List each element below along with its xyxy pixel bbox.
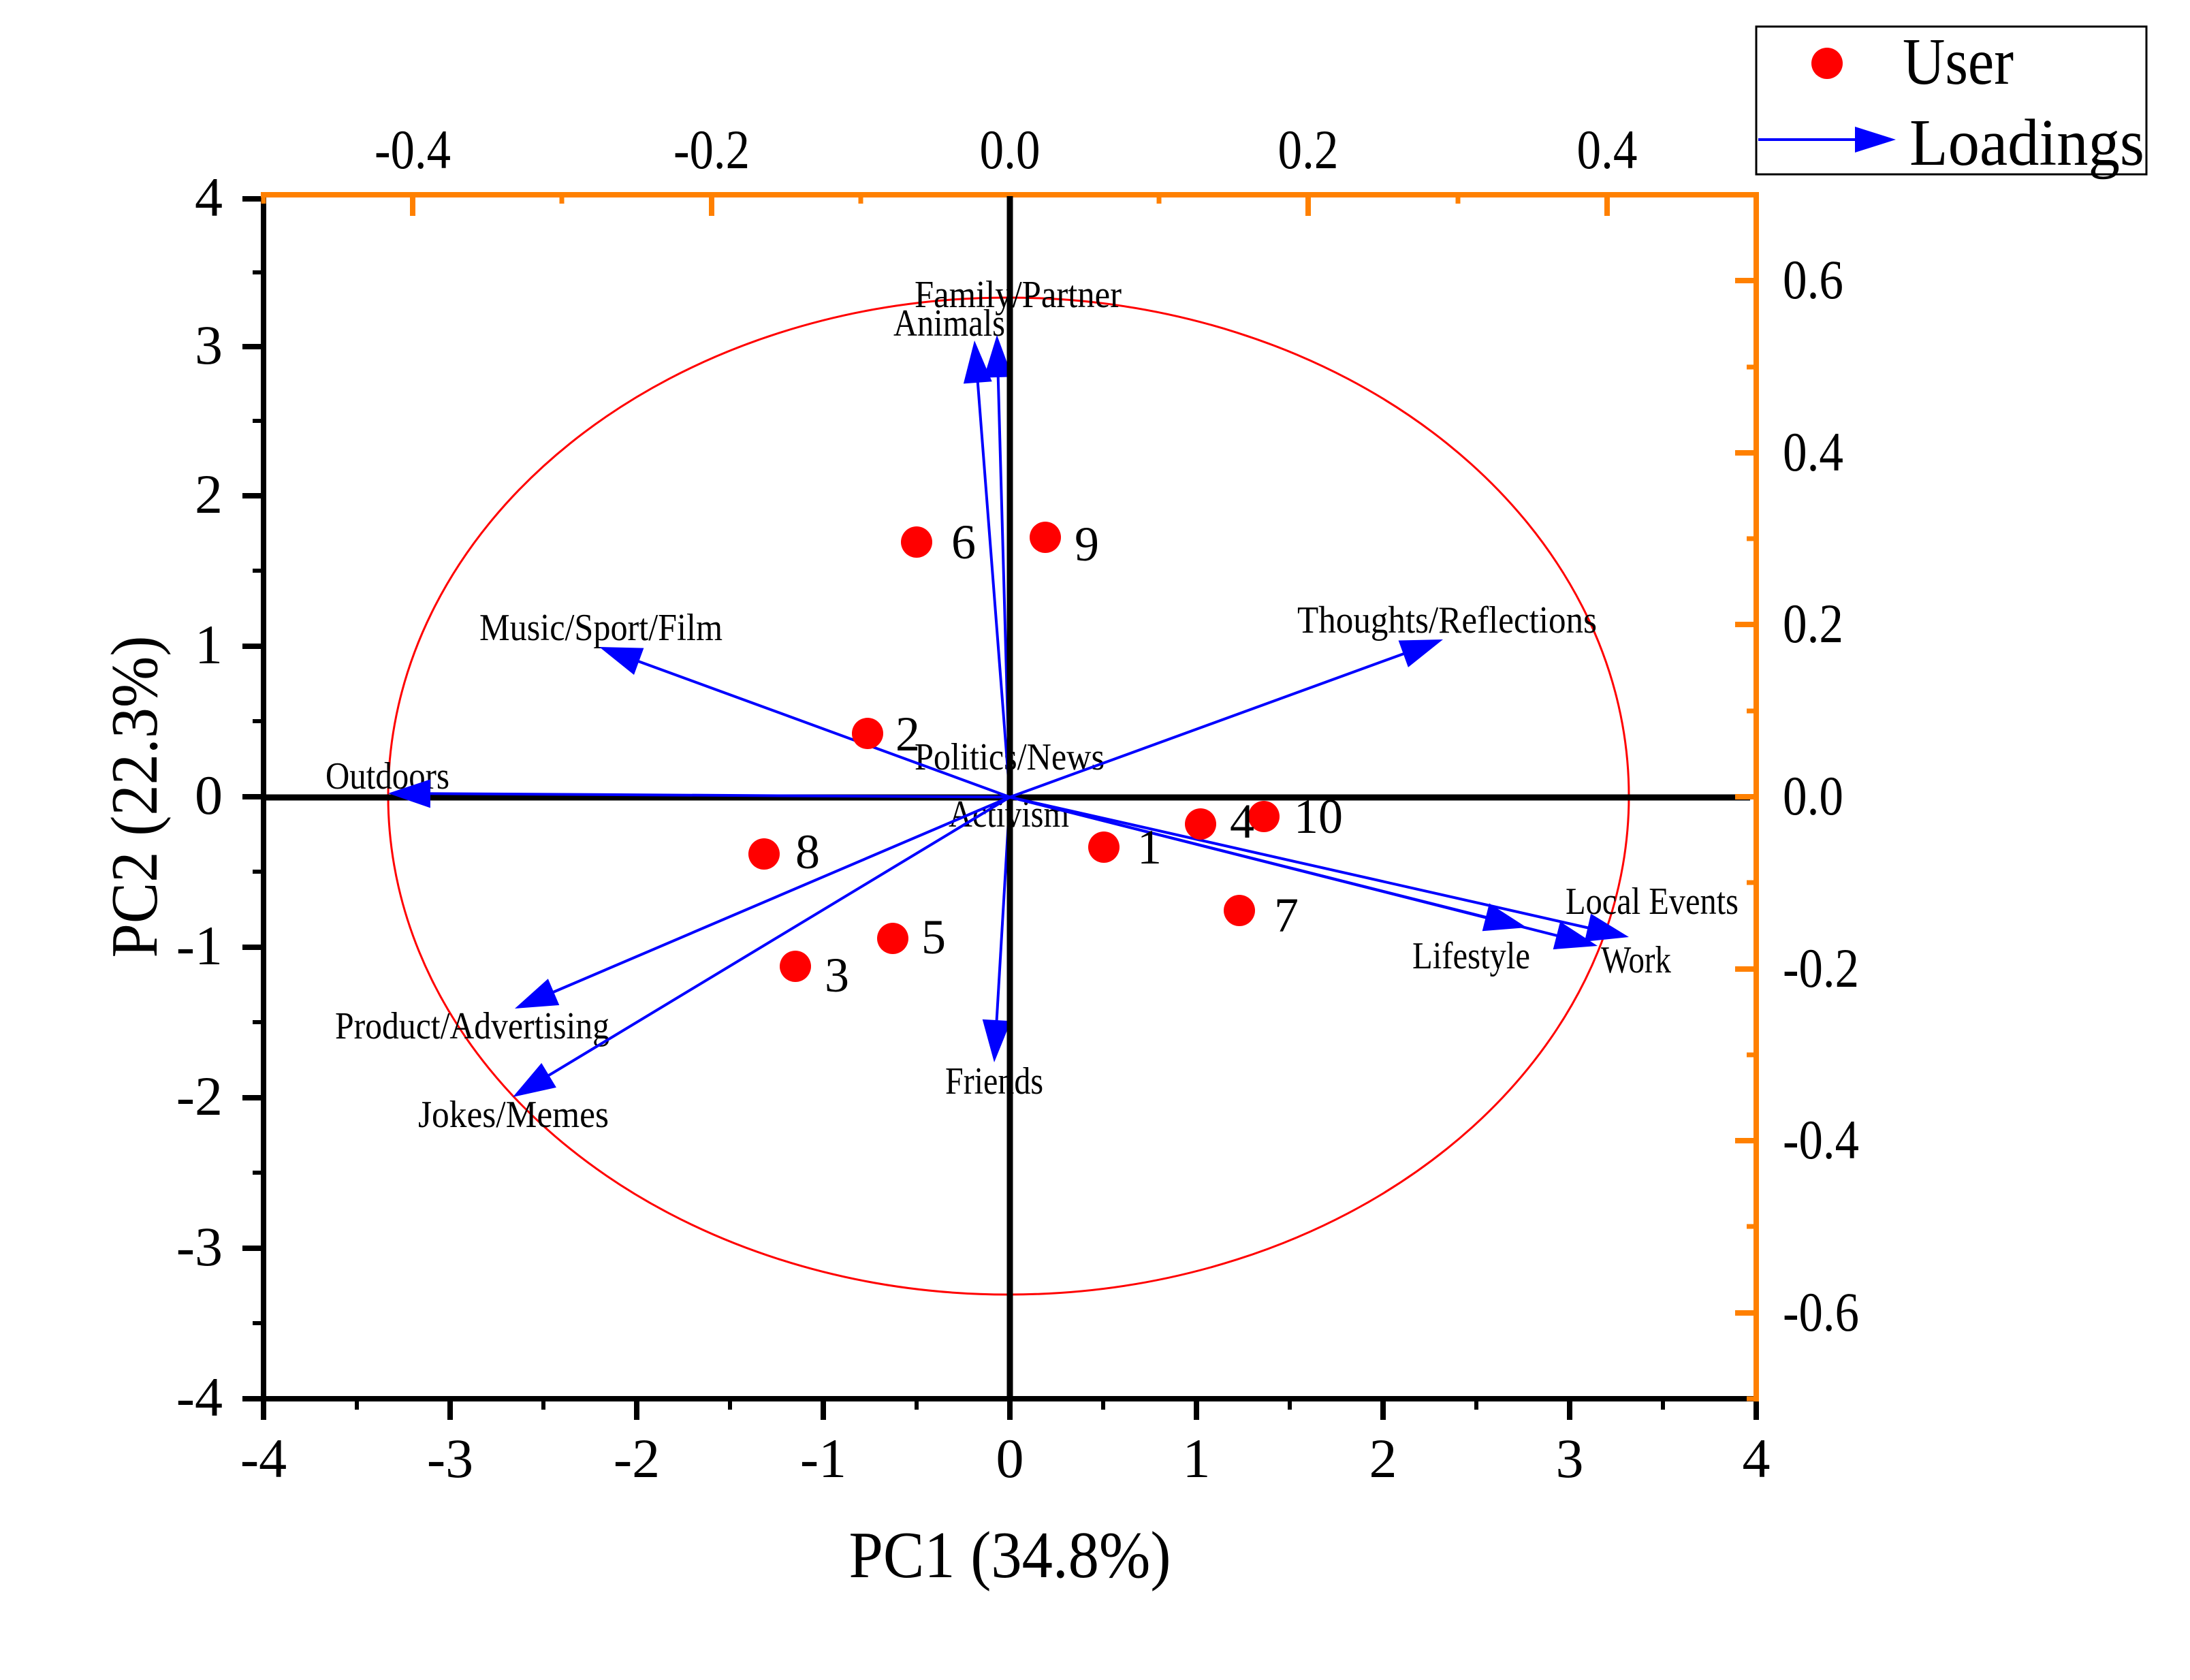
svg-text:Music/Sport/Film: Music/Sport/Film [479, 607, 723, 649]
svg-text:1: 1 [1137, 820, 1162, 874]
svg-text:Animals: Animals [893, 302, 1005, 345]
svg-text:3: 3 [1556, 1427, 1584, 1489]
svg-text:-1: -1 [176, 915, 223, 977]
svg-text:3: 3 [195, 314, 223, 376]
svg-text:0.6: 0.6 [1783, 249, 1843, 311]
svg-text:0.2: 0.2 [1783, 592, 1843, 654]
svg-text:0.4: 0.4 [1783, 421, 1843, 483]
svg-text:7: 7 [1274, 888, 1299, 942]
svg-text:-1: -1 [800, 1427, 846, 1489]
svg-text:4: 4 [1743, 1427, 1771, 1489]
svg-text:-3: -3 [427, 1427, 473, 1489]
svg-text:Product/Advertising: Product/Advertising [335, 1005, 609, 1047]
svg-text:-2: -2 [176, 1065, 223, 1127]
svg-text:Outdoors: Outdoors [326, 755, 449, 797]
svg-text:Family/Partner: Family/Partner [915, 274, 1122, 316]
svg-text:10: 10 [1294, 789, 1343, 844]
svg-text:-2: -2 [614, 1427, 660, 1489]
svg-text:Thoughts/Reflections: Thoughts/Reflections [1297, 599, 1597, 641]
svg-text:5: 5 [921, 910, 946, 964]
svg-text:1: 1 [195, 614, 223, 676]
svg-text:0.4: 0.4 [1577, 118, 1638, 180]
svg-text:3: 3 [825, 948, 849, 1002]
svg-text:0.0: 0.0 [1783, 765, 1843, 827]
svg-text:0: 0 [195, 764, 223, 826]
svg-text:Jokes/Memes: Jokes/Memes [418, 1094, 609, 1136]
svg-text:-4: -4 [176, 1366, 223, 1428]
svg-text:8: 8 [795, 825, 820, 879]
svg-text:0: 0 [996, 1427, 1024, 1489]
svg-text:4: 4 [1230, 794, 1254, 849]
svg-text:2: 2 [1369, 1427, 1397, 1489]
svg-text:-4: -4 [240, 1427, 287, 1489]
svg-text:Loadings: Loadings [1909, 106, 2144, 179]
svg-text:-0.6: -0.6 [1783, 1281, 1859, 1343]
svg-text:-0.4: -0.4 [375, 118, 451, 180]
svg-text:PC2 (22.3%): PC2 (22.3%) [98, 636, 171, 958]
svg-text:Friends: Friends [945, 1060, 1043, 1103]
svg-text:2: 2 [895, 707, 920, 761]
svg-text:1: 1 [1183, 1427, 1211, 1489]
svg-text:Lifestyle: Lifestyle [1412, 935, 1530, 977]
svg-text:-0.2: -0.2 [673, 118, 750, 180]
svg-text:-0.4: -0.4 [1783, 1109, 1859, 1171]
svg-text:-3: -3 [176, 1216, 223, 1278]
svg-text:2: 2 [195, 463, 223, 525]
svg-text:6: 6 [951, 515, 976, 569]
svg-text:PC1 (34.8%): PC1 (34.8%) [849, 1519, 1171, 1591]
svg-text:4: 4 [195, 166, 223, 228]
svg-text:-0.2: -0.2 [1783, 937, 1859, 999]
svg-text:User: User [1903, 25, 2014, 98]
svg-text:9: 9 [1075, 517, 1099, 571]
svg-text:Local Events: Local Events [1566, 881, 1739, 923]
svg-text:0.2: 0.2 [1278, 118, 1339, 180]
svg-text:Work: Work [1601, 939, 1671, 981]
svg-text:0.0: 0.0 [980, 118, 1041, 180]
